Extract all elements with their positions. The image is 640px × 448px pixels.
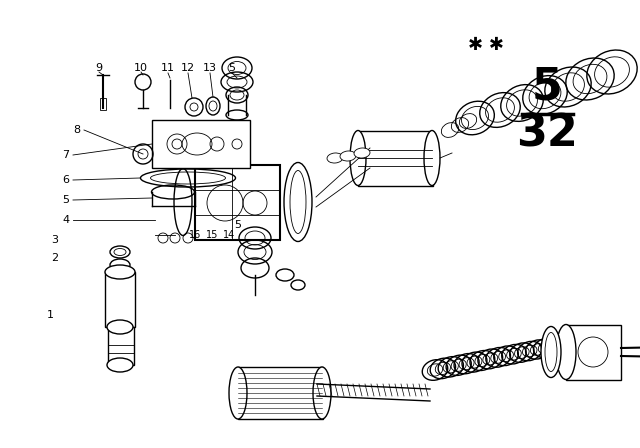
Text: 5: 5 — [63, 195, 70, 205]
Text: 5: 5 — [532, 66, 563, 109]
Ellipse shape — [541, 327, 561, 378]
Ellipse shape — [327, 153, 343, 163]
Text: 15: 15 — [206, 230, 218, 240]
Ellipse shape — [229, 367, 247, 419]
Text: 6: 6 — [63, 175, 70, 185]
Ellipse shape — [174, 168, 192, 236]
Text: 14: 14 — [223, 230, 235, 240]
Ellipse shape — [105, 265, 135, 279]
Text: 2: 2 — [51, 253, 59, 263]
Text: 11: 11 — [161, 63, 175, 73]
Text: ✱ ✱: ✱ ✱ — [468, 36, 504, 54]
Ellipse shape — [284, 163, 312, 241]
Ellipse shape — [350, 130, 366, 185]
Ellipse shape — [354, 148, 370, 158]
Text: 13: 13 — [203, 63, 217, 73]
Bar — [238, 367, 323, 419]
Bar — [358, 131, 433, 186]
Text: 4: 4 — [63, 215, 70, 225]
Text: 3: 3 — [51, 235, 58, 245]
Text: 32: 32 — [516, 113, 578, 156]
Bar — [195, 165, 280, 240]
Bar — [100, 98, 106, 110]
Ellipse shape — [545, 332, 557, 371]
Ellipse shape — [424, 130, 440, 185]
Bar — [566, 325, 621, 380]
Text: 1: 1 — [47, 310, 54, 320]
Bar — [105, 272, 135, 327]
Ellipse shape — [556, 324, 576, 379]
Bar — [108, 327, 134, 365]
Ellipse shape — [107, 358, 133, 372]
Ellipse shape — [313, 367, 331, 419]
Text: 10: 10 — [134, 63, 148, 73]
Ellipse shape — [290, 171, 306, 233]
Ellipse shape — [107, 320, 133, 334]
Text: 16: 16 — [189, 230, 201, 240]
Text: 8: 8 — [74, 125, 81, 135]
Text: 5: 5 — [228, 63, 236, 73]
Text: 5: 5 — [234, 220, 241, 230]
Ellipse shape — [340, 151, 356, 161]
Bar — [152, 120, 250, 168]
Text: 12: 12 — [181, 63, 195, 73]
Text: 7: 7 — [63, 150, 70, 160]
Text: 9: 9 — [95, 63, 102, 73]
